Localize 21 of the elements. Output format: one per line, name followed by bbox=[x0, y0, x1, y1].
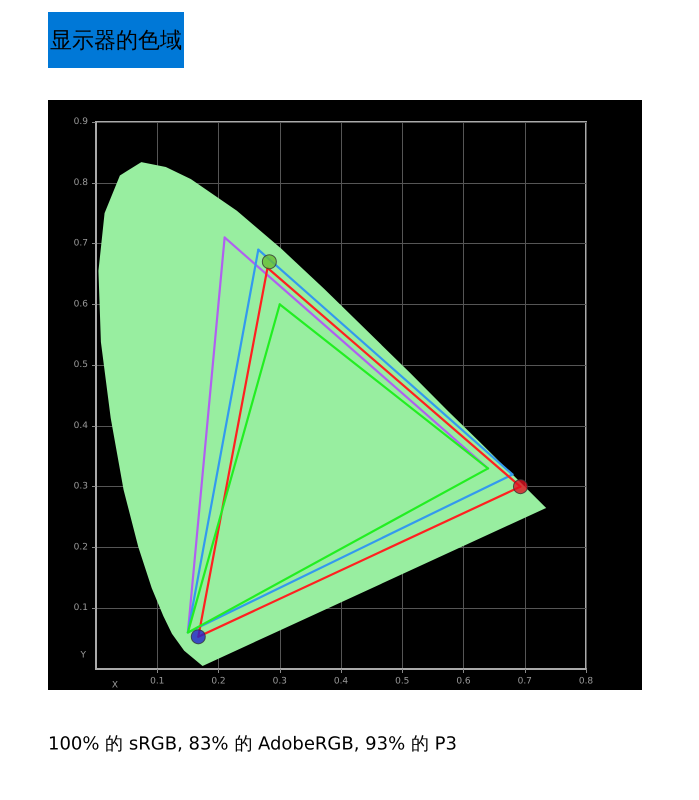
chart-title: 显示器的色域 bbox=[50, 28, 182, 54]
y-tick-label: 0.1 bbox=[74, 603, 88, 614]
text: 100% 的 sRGB, 83% 的 AdobeRGB, 93% 的 P3 bbox=[48, 734, 457, 754]
y-axis-title: Y bbox=[80, 650, 86, 660]
y-tick-label: 0.8 bbox=[74, 178, 88, 188]
y-tick-label: 0.6 bbox=[74, 299, 88, 310]
x-tick-label: 0.4 bbox=[334, 676, 348, 686]
x-tick-label: 0.8 bbox=[578, 676, 594, 686]
x-tick-label: 0.6 bbox=[456, 676, 471, 686]
y-tick-label: 0.7 bbox=[74, 238, 88, 249]
y-tick-label: 0.2 bbox=[74, 542, 88, 552]
y-tick-label: 0.9 bbox=[74, 117, 88, 127]
y-tick-label: 0.4 bbox=[74, 420, 88, 431]
y-tick-label: 0.5 bbox=[74, 360, 88, 370]
x-axis-title: X bbox=[112, 680, 118, 690]
x-tick-label: 0.1 bbox=[150, 676, 164, 686]
x-tick-label: 0.3 bbox=[272, 676, 287, 686]
x-tick-label: 0.7 bbox=[518, 676, 532, 686]
x-tick-label: 0.2 bbox=[211, 676, 226, 686]
x-tick-label: 0.5 bbox=[395, 676, 410, 686]
y-tick-label: 0.3 bbox=[74, 482, 88, 492]
